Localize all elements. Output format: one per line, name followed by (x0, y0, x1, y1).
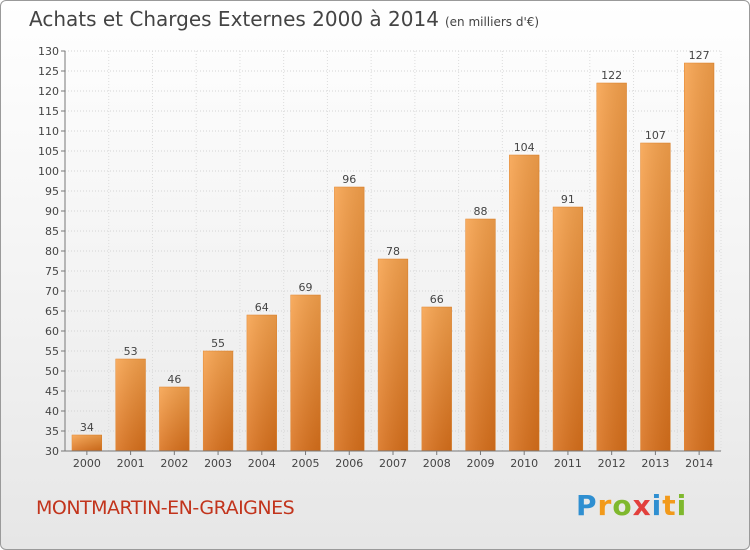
value-label: 96 (342, 173, 356, 186)
x-tick-label: 2014 (685, 457, 713, 470)
y-tick-label: 95 (45, 185, 59, 198)
x-tick-label: 2001 (117, 457, 145, 470)
title-text: Achats et Charges Externes 2000 à 2014 (29, 7, 439, 31)
logo-letter: x (632, 489, 652, 522)
proxiti-logo: Proxiti (576, 489, 687, 522)
bar-shade (71, 435, 102, 451)
y-tick-label: 60 (45, 325, 59, 338)
value-label: 66 (430, 293, 444, 306)
x-tick-label: 2008 (423, 457, 451, 470)
y-tick-label: 80 (45, 245, 59, 258)
x-tick-label: 2005 (292, 457, 320, 470)
x-tick-label: 2011 (554, 457, 582, 470)
y-tick-label: 70 (45, 285, 59, 298)
value-label: 69 (299, 281, 313, 294)
y-tick-label: 35 (45, 425, 59, 438)
value-label: 88 (473, 205, 487, 218)
bars: 34 53 46 55 64 69 96 78 66 88 104 91 122 107 127 (71, 49, 715, 452)
y-tick-label: 125 (38, 65, 59, 78)
y-tick-label: 65 (45, 305, 59, 318)
y-tick-label: 105 (38, 145, 59, 158)
logo-letter: r (597, 489, 613, 522)
value-label: 107 (645, 129, 666, 142)
y-tick-label: 40 (45, 405, 59, 418)
x-tick-label: 2013 (641, 457, 669, 470)
bar-shade (684, 63, 715, 451)
bar-shade (640, 143, 671, 451)
bar-shade (203, 351, 233, 451)
value-label: 53 (124, 345, 138, 358)
y-tick-label: 75 (45, 265, 59, 278)
x-tick-label: 2010 (510, 457, 538, 470)
y-tick-label: 130 (38, 45, 59, 58)
value-label: 46 (167, 373, 181, 386)
y-tick-label: 120 (38, 85, 59, 98)
bar-shade (421, 307, 452, 451)
x-tick-label: 2002 (160, 457, 188, 470)
y-tick-label: 90 (45, 205, 59, 218)
x-tick-label: 2009 (466, 457, 494, 470)
bar-shade (115, 359, 146, 451)
bar-shade (378, 259, 408, 451)
value-label: 122 (601, 69, 622, 82)
bar-shade (159, 387, 190, 451)
value-label: 55 (211, 337, 225, 350)
x-tick-label: 2007 (379, 457, 407, 470)
y-tick-label: 30 (45, 445, 59, 458)
bar-shade (596, 83, 627, 451)
x-tick-label: 2012 (598, 457, 626, 470)
x-tick-label: 2006 (335, 457, 363, 470)
y-tick-label: 110 (38, 125, 59, 138)
city-name: MONTMARTIN-EN-GRAIGNES (36, 497, 295, 519)
chart-subtitle: (en milliers d'€) (444, 15, 540, 29)
x-tick-label: 2004 (248, 457, 276, 470)
bar-shade (290, 295, 321, 451)
y-tick-label: 85 (45, 225, 59, 238)
y-tick-label: 100 (38, 165, 59, 178)
x-tick-label: 2003 (204, 457, 232, 470)
bar-shade (246, 315, 277, 451)
bar-shade (509, 155, 540, 451)
value-label: 64 (255, 301, 269, 314)
value-label: 78 (386, 245, 400, 258)
x-tick-label: 2000 (73, 457, 101, 470)
value-label: 127 (689, 49, 710, 62)
y-tick-label: 50 (45, 365, 59, 378)
logo-letter: t (662, 489, 677, 522)
y-tick-label: 115 (38, 105, 59, 118)
value-label: 104 (514, 141, 535, 154)
axes: 30 35 40 45 50 55 60 65 70 75 80 85 90 95 100 105 110 115… (38, 45, 721, 470)
bar-shade (553, 207, 583, 451)
y-tick-label: 45 (45, 385, 59, 398)
logo-letter: i (651, 489, 663, 522)
logo-letter: i (676, 489, 688, 522)
bar-shade (465, 219, 496, 451)
chart-title: Achats et Charges Externes 2000 à 2014 (e… (29, 7, 539, 31)
value-label: 34 (80, 421, 94, 434)
y-tick-label: 55 (45, 345, 59, 358)
logo-letter: P (576, 489, 598, 522)
logo-letter: o (612, 489, 633, 522)
bar-shade (334, 187, 365, 451)
value-label: 91 (561, 193, 575, 206)
